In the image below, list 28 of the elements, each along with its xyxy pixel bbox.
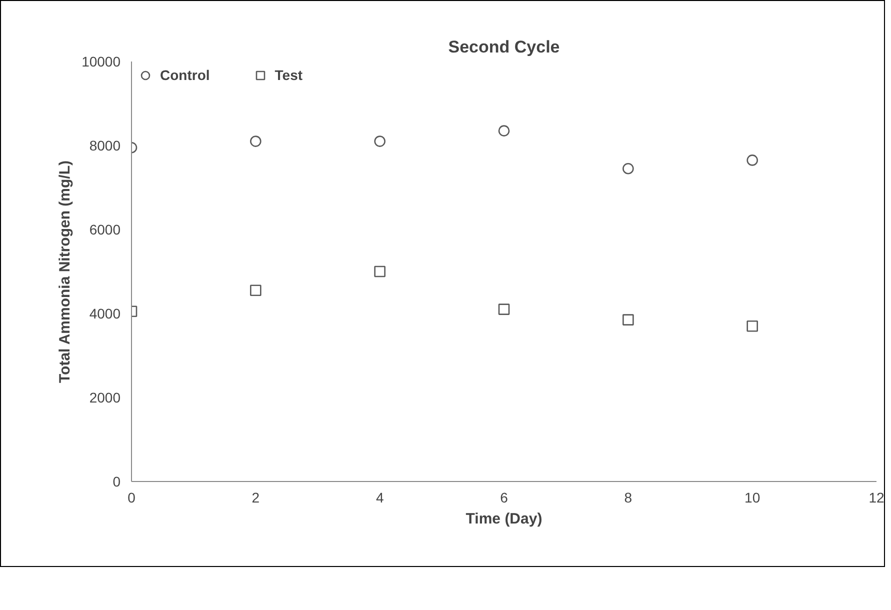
legend-label: Control — [160, 67, 210, 83]
point — [374, 136, 386, 147]
x-tick-label: 6 — [500, 490, 508, 506]
x-tick-label: 8 — [624, 490, 632, 506]
point — [622, 162, 634, 174]
point — [498, 304, 510, 315]
point — [746, 154, 758, 166]
chart-title: Second Cycle — [448, 38, 560, 56]
x-axis-title: Time (Day) — [466, 510, 542, 528]
y-axis-title: Total Ammonia Nitrogen (mg/L) — [56, 160, 74, 384]
point — [250, 284, 262, 296]
x-tick-label: 12 — [868, 490, 884, 506]
point — [622, 314, 634, 326]
y-tick-label: 8000 — [89, 138, 121, 154]
point — [250, 136, 262, 147]
x-tick-label: 10 — [744, 490, 760, 506]
x-tick-label: 4 — [376, 490, 384, 506]
point — [746, 320, 758, 332]
point — [498, 125, 510, 136]
y-tick-label: 6000 — [89, 222, 121, 238]
y-tick-label: 2000 — [89, 390, 121, 406]
point — [374, 266, 386, 278]
y-tick-label: 10000 — [82, 54, 121, 70]
y-tick-label: 0 — [112, 474, 121, 490]
y-tick-label: 4000 — [89, 306, 121, 322]
x-tick-label: 2 — [252, 490, 260, 506]
legend-label: Test — [274, 67, 303, 83]
x-tick-label: 0 — [128, 490, 136, 506]
